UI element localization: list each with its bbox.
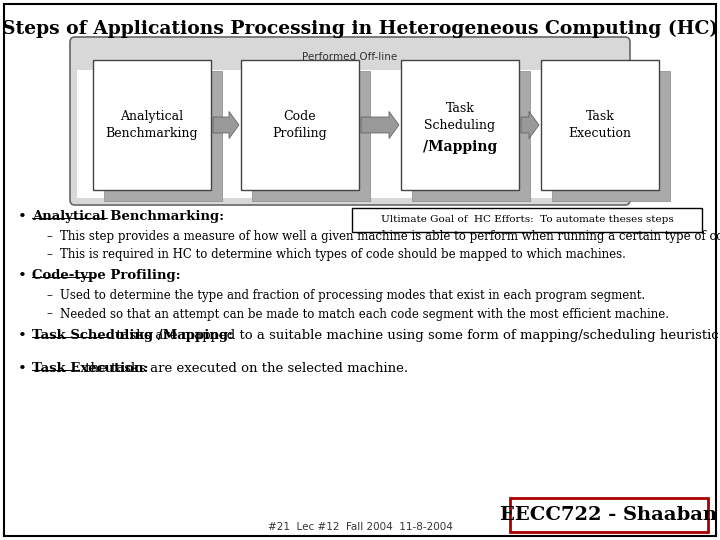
Bar [77, 70, 623, 198]
Text: Code
Profiling: Code Profiling [273, 110, 328, 140]
Text: Analytical
Benchmarking: Analytical Benchmarking [106, 110, 198, 140]
Text: Task Execution:: Task Execution: [32, 362, 148, 375]
Bar [104, 71, 222, 201]
Bar [541, 60, 659, 190]
Bar [412, 71, 530, 201]
Text: –: – [46, 307, 52, 321]
FancyArrow shape [213, 111, 239, 139]
Text: –: – [46, 230, 52, 243]
FancyArrow shape [521, 111, 539, 139]
Bar [241, 60, 359, 190]
Text: Steps of Applications Processing in Heterogeneous Computing (HC): Steps of Applications Processing in Hete… [2, 20, 718, 38]
Text: Needed so that an attempt can be made to match each code segment with the most e: Needed so that an attempt can be made to… [60, 307, 669, 321]
Text: the tasks are executed on the selected machine.: the tasks are executed on the selected m… [81, 362, 408, 375]
Text: Code-type Profiling:: Code-type Profiling: [32, 269, 181, 282]
Text: Task Scheduling /Mapping:: Task Scheduling /Mapping: [32, 329, 233, 342]
Bar [93, 60, 211, 190]
Text: This is required in HC to determine which types of code should be mapped to whic: This is required in HC to determine whic… [60, 248, 626, 261]
Text: EECC722 - Shaaban: EECC722 - Shaaban [500, 506, 718, 524]
Text: •: • [18, 329, 27, 343]
Bar [252, 71, 370, 201]
Bar [552, 71, 670, 201]
Text: Analytical Benchmarking:: Analytical Benchmarking: [32, 210, 224, 223]
FancyArrow shape [361, 111, 399, 139]
Text: Ultimate Goal of  HC Efforts:  To automate theses steps: Ultimate Goal of HC Efforts: To automate… [381, 215, 673, 225]
Bar [510, 498, 708, 532]
Text: #21  Lec #12  Fall 2004  11-8-2004: #21 Lec #12 Fall 2004 11-8-2004 [268, 522, 452, 532]
Bar [352, 208, 702, 232]
Text: •: • [18, 269, 27, 284]
Text: –: – [46, 248, 52, 261]
FancyBboxPatch shape [70, 37, 630, 205]
Bar [401, 60, 519, 190]
Text: Task
Scheduling: Task Scheduling [424, 102, 495, 132]
Text: This step provides a measure of how well a given machine is able to perform when: This step provides a measure of how well… [60, 230, 720, 243]
Text: Used to determine the type and fraction of processing modes that exist in each p: Used to determine the type and fraction … [60, 289, 645, 302]
Text: Task
Execution: Task Execution [569, 110, 631, 140]
Text: /Mapping: /Mapping [423, 140, 497, 154]
Text: –: – [46, 289, 52, 302]
Text: tasks are mapped to a suitable machine using some form of mapping/scheduling heu: tasks are mapped to a suitable machine u… [112, 329, 719, 342]
Text: •: • [18, 210, 27, 224]
Text: •: • [18, 362, 27, 376]
Text: Performed Off-line: Performed Off-line [302, 52, 397, 62]
